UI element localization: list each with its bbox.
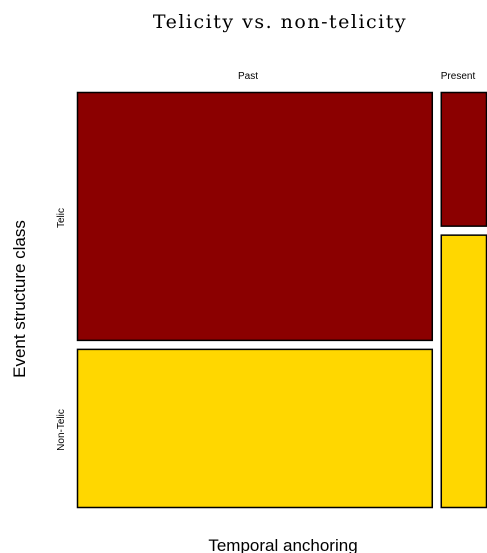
row-label-non-telic: Non-Telic [56, 409, 67, 451]
mosaic-tiles [76, 91, 487, 509]
y-axis-title: Event structure class [10, 220, 29, 378]
tile-present-telic [440, 91, 487, 227]
column-label-past: Past [238, 71, 258, 82]
column-label-present: Present [441, 71, 476, 82]
chart-title: Telicity vs. non-telicity [153, 11, 407, 33]
x-axis-title: Temporal anchoring [208, 536, 357, 553]
tile-past-telic [76, 91, 434, 342]
tile-past-non-telic [76, 348, 434, 509]
row-label-telic: Telic [56, 208, 67, 228]
tile-present-non-telic [440, 234, 487, 509]
